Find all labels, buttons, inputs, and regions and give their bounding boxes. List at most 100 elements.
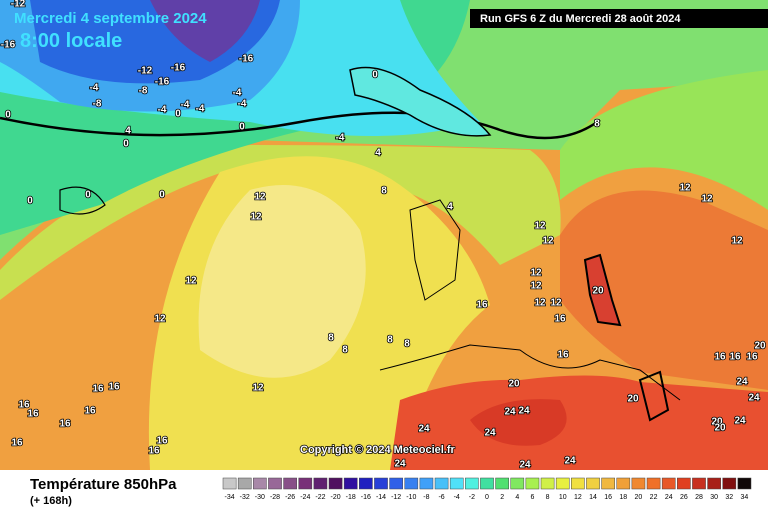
legend-swatch [404, 477, 419, 490]
legend-label: -12 [391, 494, 401, 501]
isotherm-label: -4 [158, 105, 167, 116]
legend-swatch [646, 477, 661, 490]
isotherm-label: 8 [381, 186, 387, 197]
time: 8:00 locale [20, 30, 122, 52]
isotherm-label: 8 [328, 333, 334, 344]
isotherm-label: 16 [156, 436, 168, 447]
isotherm-label: 4 [447, 202, 453, 213]
isotherm-label: 12 [530, 281, 542, 292]
legend-label: -32 [240, 494, 250, 501]
isotherm-label: 0 [175, 109, 181, 120]
isotherm-label: 20 [627, 394, 639, 405]
legend-swatch [374, 477, 388, 490]
isotherm-label: 16 [92, 384, 104, 395]
legend-swatch [571, 477, 585, 490]
isotherm-label: 20 [754, 341, 766, 352]
isotherm-label: 0 [123, 139, 129, 150]
copyright: Copyright © 2024 Meteociel.fr [300, 444, 456, 456]
isotherm-label: 24 [418, 424, 430, 435]
isotherm-label: 24 [394, 459, 406, 470]
isotherm-label: 0 [239, 122, 245, 133]
isotherm-label: 12 [154, 314, 166, 325]
isotherm-label: 16 [554, 314, 566, 325]
legend-swatch [283, 477, 297, 490]
legend-swatch [540, 477, 555, 490]
isotherm-label: 24 [564, 456, 576, 467]
legend-swatch [268, 477, 282, 490]
legend-label: 18 [619, 494, 627, 501]
legend-label: -8 [423, 494, 429, 501]
isotherm-label: 20 [711, 417, 723, 428]
isotherm-label: -4 [233, 88, 242, 99]
footer-lead: (+ 168h) [30, 495, 72, 507]
legend-label: -2 [469, 494, 475, 501]
legend-swatch [707, 477, 721, 490]
isotherm-label: 20 [592, 286, 604, 297]
isotherm-label: 12 [254, 192, 266, 203]
isotherm-label: 12 [252, 383, 264, 394]
legend-label: 4 [515, 494, 519, 501]
legend-label: -20 [331, 494, 341, 501]
isotherm-label: 12 [530, 268, 542, 279]
isotherm-label: -4 [336, 133, 345, 144]
legend-label: 30 [710, 494, 718, 501]
isotherm-label: -16 [171, 63, 186, 74]
isotherm-label: 12 [701, 194, 713, 205]
date: Mercredi 4 septembre 2024 [14, 10, 207, 27]
isotherm-label: 12 [679, 183, 691, 194]
isotherm-label: 16 [108, 382, 120, 393]
footer [0, 470, 768, 512]
legend-swatch [253, 477, 267, 490]
isotherm-label: 24 [748, 393, 760, 404]
legend-swatch [586, 477, 600, 490]
legend-label: -28 [270, 494, 280, 501]
legend-swatch [222, 477, 237, 490]
isotherm-label: 16 [11, 438, 23, 449]
isotherm-label: 0 [159, 190, 165, 201]
isotherm-label: 16 [27, 409, 39, 420]
legend-label: 12 [574, 494, 582, 501]
isotherm-label: 12 [550, 298, 562, 309]
legend-label: 20 [635, 494, 643, 501]
legend-label: -16 [361, 494, 371, 501]
isotherm-label: 12 [534, 298, 546, 309]
isotherm-label: -16 [155, 77, 170, 88]
isotherm-label: 0 [5, 110, 11, 121]
legend-label: -6 [438, 494, 444, 501]
legend-label: -26 [285, 494, 295, 501]
isotherm-label: 16 [18, 400, 30, 411]
legend-label: -4 [454, 494, 460, 501]
isotherm-label: 4 [125, 126, 131, 137]
isotherm-label: 4 [375, 148, 381, 159]
legend-swatch [343, 477, 358, 490]
legend-label: 6 [530, 494, 534, 501]
isotherm-label: 16 [84, 406, 96, 417]
isotherm-label: -12 [138, 66, 153, 77]
legend-swatch [616, 477, 631, 490]
legend-swatch [419, 477, 434, 490]
legend-swatch [237, 477, 252, 490]
isotherm-label: 20 [714, 423, 726, 434]
isotherm-label: -4 [90, 83, 99, 94]
run-box [470, 9, 768, 28]
legend-swatch [449, 477, 464, 490]
legend-label: 26 [680, 494, 688, 501]
isotherm-label: -4 [181, 100, 190, 111]
legend-swatch [722, 477, 737, 490]
legend-swatch [661, 477, 676, 490]
isotherm-label: 16 [557, 350, 569, 361]
legend-swatch [313, 477, 328, 490]
legend-label: 22 [650, 494, 658, 501]
legend-label: 0 [485, 494, 489, 501]
legend-swatch [737, 477, 752, 490]
isotherm-label: -4 [196, 104, 205, 115]
legend-swatch [677, 477, 691, 490]
isotherm-label: 16 [746, 352, 758, 363]
isotherm-label: 16 [714, 352, 726, 363]
isotherm-label: 8 [404, 339, 410, 350]
isotherm-label: -16 [1, 40, 16, 51]
legend: -34 -32 -30 -28 -26 -24 -22 -20 -18 -16 -14 -12 -10-… [222, 477, 752, 501]
isotherm-label: 16 [476, 300, 488, 311]
legend-swatch [601, 477, 615, 490]
